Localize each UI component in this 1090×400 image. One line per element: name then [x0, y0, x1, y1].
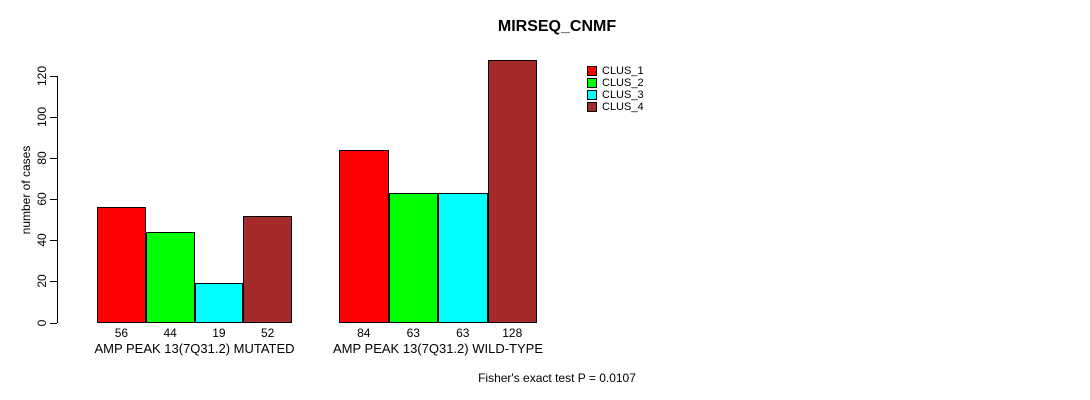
- legend-label: CLUS_1: [602, 65, 644, 77]
- legend-swatch: [587, 90, 597, 100]
- bar: [194, 283, 244, 324]
- chart-title: MIRSEQ_CNMF: [497, 18, 617, 35]
- bar-value-label: 63: [456, 326, 470, 340]
- bar: [339, 149, 389, 324]
- legend-swatch: [587, 78, 597, 88]
- legend-label: CLUS_3: [602, 89, 644, 101]
- y-axis-label: number of cases: [19, 145, 33, 235]
- y-tick-label: 20: [35, 274, 49, 289]
- bar: [388, 193, 438, 324]
- legend-row: CLUS_1: [587, 65, 644, 77]
- bar-value-label: 52: [260, 326, 275, 340]
- legend-label: CLUS_2: [602, 77, 644, 89]
- bar: [145, 232, 195, 324]
- bar: [243, 215, 292, 324]
- legend-row: CLUS_2: [587, 77, 644, 89]
- y-tick-label: 40: [35, 233, 49, 248]
- bar: [487, 59, 537, 324]
- y-tick-label: 120: [35, 65, 49, 86]
- y-tick: [50, 117, 57, 119]
- y-axis-line: [57, 75, 58, 323]
- y-tick: [50, 199, 57, 201]
- bar: [97, 207, 146, 324]
- group-label: AMP PEAK 13(7Q31.2) MUTATED: [94, 341, 295, 356]
- bar-value-label: 84: [357, 326, 371, 340]
- bar-value-label: 56: [114, 326, 129, 340]
- y-tick-label: 60: [35, 192, 49, 206]
- y-tick-label: 100: [35, 107, 49, 128]
- y-tick-label: 0: [35, 319, 49, 326]
- footnote: Fisher's exact test P = 0.0107: [478, 371, 636, 385]
- legend: CLUS_1 CLUS_2 CLUS_3 CLUS_4: [587, 65, 644, 113]
- legend-swatch: [587, 66, 597, 76]
- legend-label: CLUS_4: [602, 101, 644, 113]
- bar-value-label: 19: [212, 326, 226, 340]
- group-label: AMP PEAK 13(7Q31.2) WILD-TYPE: [333, 341, 543, 356]
- bar-value-label: 128: [502, 326, 523, 340]
- bar: [438, 193, 488, 324]
- y-tick: [50, 322, 57, 324]
- y-tick: [50, 281, 57, 283]
- y-tick: [50, 240, 57, 242]
- bar-value-label: 63: [406, 326, 420, 340]
- y-tick: [50, 158, 57, 160]
- y-tick: [50, 75, 57, 77]
- bar-value-label: 44: [163, 326, 177, 340]
- legend-row: CLUS_3: [587, 89, 644, 101]
- y-tick-label: 80: [35, 151, 49, 165]
- legend-swatch: [587, 102, 597, 112]
- legend-row: CLUS_4: [587, 101, 644, 113]
